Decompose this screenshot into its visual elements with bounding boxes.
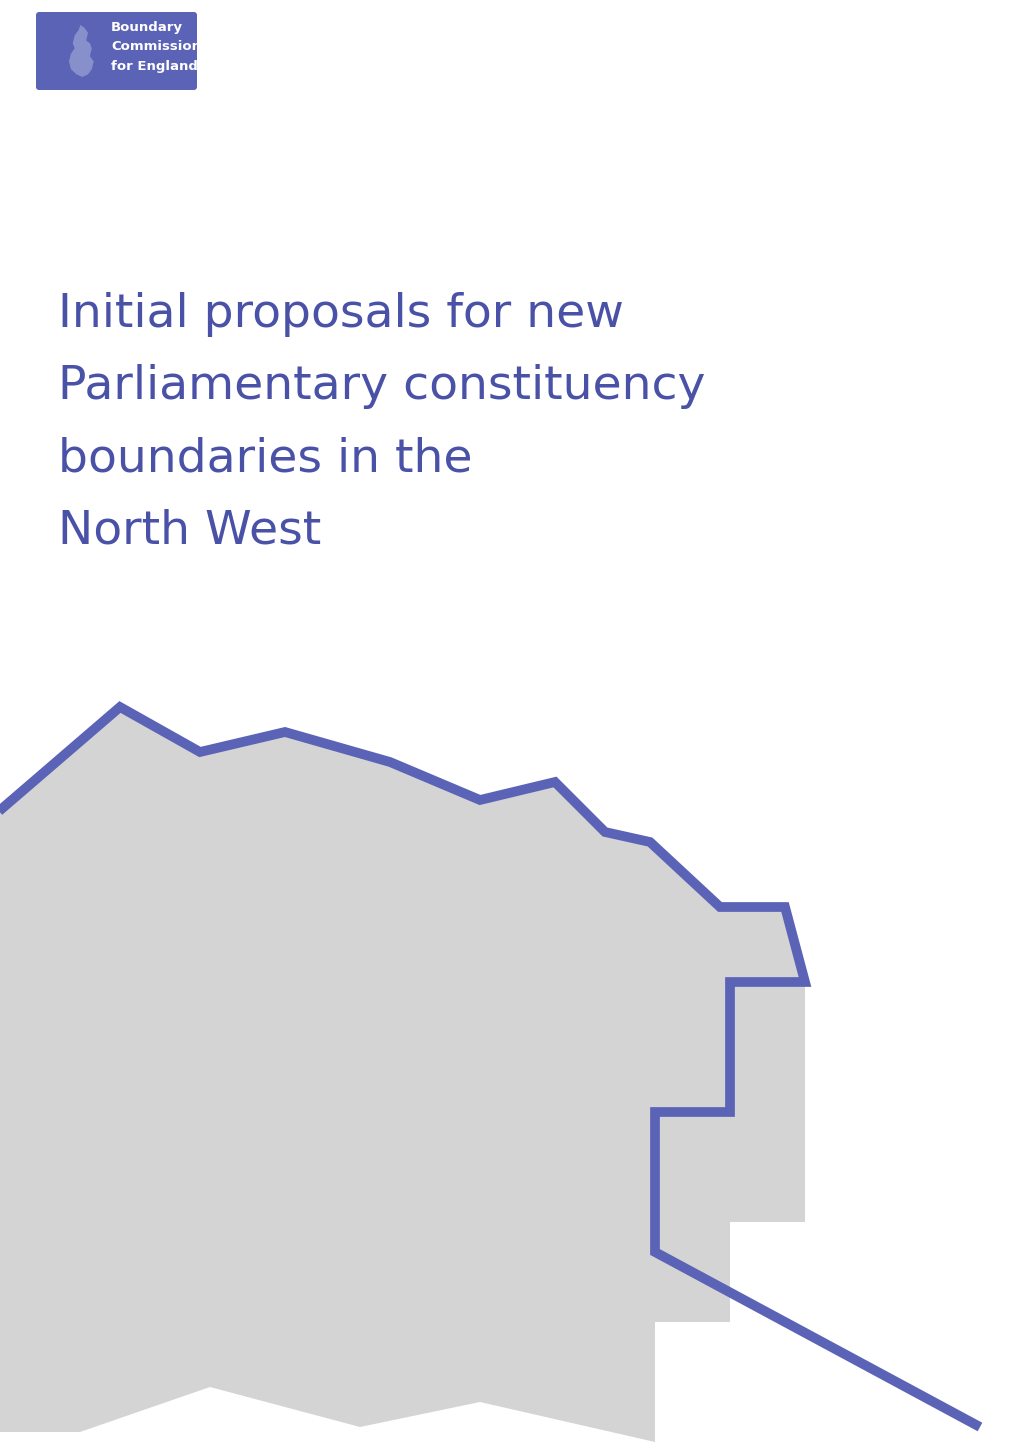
Text: Commission: Commission [111,40,201,53]
Polygon shape [0,707,804,1442]
Text: Initial proposals for new: Initial proposals for new [58,291,624,337]
Text: boundaries in the: boundaries in the [58,435,472,482]
Text: Parliamentary constituency: Parliamentary constituency [58,363,705,410]
Text: for England: for England [111,61,198,74]
Polygon shape [69,25,94,76]
Text: Boundary: Boundary [111,22,182,35]
Text: North West: North West [58,508,321,552]
FancyBboxPatch shape [36,12,197,89]
